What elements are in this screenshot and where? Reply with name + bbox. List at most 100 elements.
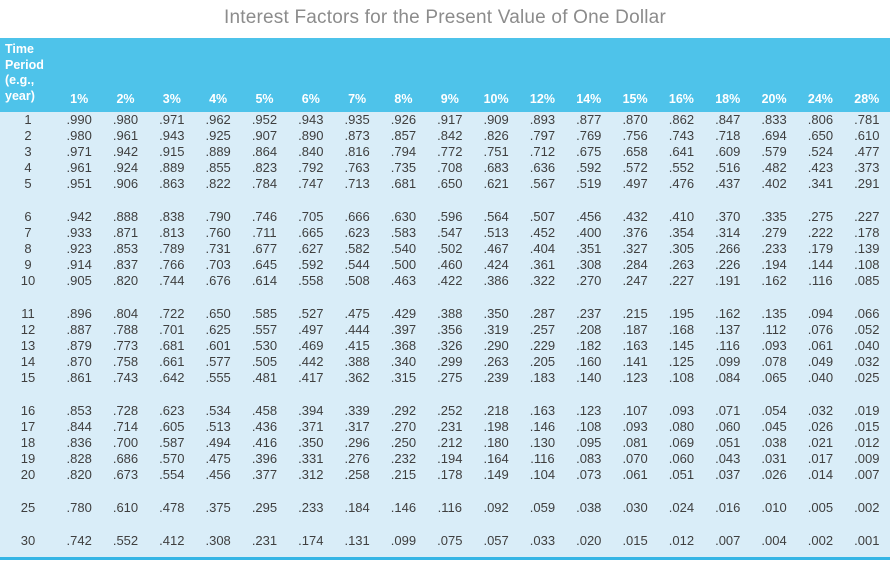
factor-cell: .534	[205, 403, 231, 418]
factor-cell: .661	[159, 354, 185, 369]
factor-cell: .038	[761, 435, 787, 450]
factor-cell: .547	[437, 225, 463, 240]
factor-cell: .377	[251, 467, 278, 482]
factor-cell: .645	[251, 257, 278, 272]
factor-cell: .914	[66, 257, 92, 272]
factor-cell: .627	[298, 241, 324, 256]
factor-cell: .004	[761, 533, 787, 548]
factor-cell: .099	[390, 533, 417, 548]
factor-cell: .182	[576, 338, 602, 353]
group-spacer-row	[0, 289, 890, 306]
factor-cell: .879	[66, 338, 92, 353]
factor-cell: .980	[112, 112, 139, 127]
period-cell: 25	[20, 500, 36, 515]
factor-cell: .002	[807, 533, 834, 548]
factor-cell: .552	[668, 160, 695, 175]
factor-cell: .107	[622, 403, 648, 418]
factor-cell: .558	[298, 273, 324, 288]
factor-cell: .191	[715, 273, 741, 288]
rate-column-header: 15%	[611, 38, 659, 112]
factor-cell: .857	[390, 128, 417, 143]
period-cell: 14	[20, 354, 36, 369]
period-cell: 12	[20, 322, 36, 337]
factor-cell: .917	[437, 112, 463, 127]
factor-cell: .864	[251, 144, 278, 159]
factor-cell: .015	[854, 419, 880, 434]
factor-cell: .747	[298, 176, 324, 191]
factor-cell: .187	[622, 322, 648, 337]
factor-cell: .713	[344, 176, 370, 191]
factor-cell: .990	[66, 112, 92, 127]
factor-cell: .505	[251, 354, 278, 369]
factor-cell: .135	[761, 306, 787, 321]
factor-cell: .078	[761, 354, 787, 369]
factor-cell: .020	[576, 533, 602, 548]
factor-cell: .270	[390, 419, 417, 434]
period-cell: 1	[24, 112, 32, 127]
table-row: 13 .879 .773 .681 .601 .530 .469 .415 .368 .326 .2…	[0, 338, 890, 354]
factor-cell: .675	[576, 144, 602, 159]
factor-cell: .051	[668, 467, 695, 482]
factor-cell: .031	[761, 451, 787, 466]
factor-cell: .933	[66, 225, 92, 240]
factor-cell: .033	[529, 533, 556, 548]
period-cell: 13	[20, 338, 36, 353]
factor-cell: .530	[251, 338, 278, 353]
factor-cell: .112	[761, 322, 787, 337]
rate-column-header: 2%	[102, 38, 149, 112]
factor-cell: .676	[205, 273, 231, 288]
factor-cell: .315	[390, 370, 417, 385]
factor-cell: .823	[251, 160, 278, 175]
factor-cell: .844	[66, 419, 92, 434]
factor-cell: .322	[529, 273, 556, 288]
table-row: 18 .836 .700 .587 .494 .416 .350 .296 .250 .212 .1…	[0, 435, 890, 451]
factor-cell: .308	[205, 533, 231, 548]
factor-cell: .577	[205, 354, 231, 369]
factor-cell: .712	[529, 144, 556, 159]
factor-cell: .402	[761, 176, 787, 191]
present-value-table: Time Period (e.g., year) 1% 2% 3% 4% 5% 6% 7% 8% 9% 1…	[0, 38, 890, 560]
factor-cell: .583	[390, 225, 417, 240]
factor-cell: .231	[251, 533, 278, 548]
factor-cell: .527	[298, 306, 324, 321]
period-cell: 5	[24, 176, 32, 191]
factor-cell: .287	[529, 306, 556, 321]
factor-cell: .673	[112, 467, 139, 482]
factor-cell: .456	[205, 467, 231, 482]
factor-cell: .284	[622, 257, 648, 272]
factor-cell: .061	[622, 467, 648, 482]
factor-cell: .666	[344, 209, 370, 224]
group-spacer-row-cell	[0, 192, 890, 209]
table-row: 16 .853 .728 .623 .534 .458 .394 .339 .292 .252 .2…	[0, 403, 890, 419]
factor-cell: .335	[761, 209, 787, 224]
factor-cell: .494	[205, 435, 231, 450]
factor-cell: .012	[854, 435, 880, 450]
factor-cell: .838	[159, 209, 185, 224]
factor-cell: .582	[344, 241, 370, 256]
factor-cell: .677	[251, 241, 278, 256]
factor-cell: .084	[715, 370, 741, 385]
factor-cell: .060	[668, 451, 695, 466]
factor-cell: .610	[854, 128, 880, 143]
factor-cell: .658	[622, 144, 648, 159]
factor-cell: .073	[576, 467, 602, 482]
factor-cell: .005	[807, 500, 834, 515]
factor-cell: .116	[530, 451, 555, 466]
factor-cell: .722	[159, 306, 185, 321]
factor-cell: .792	[298, 160, 324, 175]
factor-cell: .137	[715, 322, 741, 337]
factor-cell: .080	[668, 419, 695, 434]
table-row: 7 .933 .871 .813 .760 .711 .665 .623 .583 .547 .51…	[0, 225, 890, 241]
rate-column-header: 20%	[750, 38, 798, 112]
factor-cell: .108	[854, 257, 880, 272]
factor-cell: .085	[854, 273, 880, 288]
factor-cell: .194	[761, 257, 787, 272]
factor-cell: .820	[66, 467, 92, 482]
factor-cell: .630	[390, 209, 417, 224]
table-row: 3 .971 .942 .915 .889 .864 .840 .816 .794 .772 .75…	[0, 144, 890, 160]
factor-cell: .853	[112, 241, 139, 256]
factor-cell: .587	[159, 435, 185, 450]
factor-cell: .873	[344, 128, 370, 143]
factor-cell: .123	[576, 403, 602, 418]
factor-cell: .870	[66, 354, 92, 369]
